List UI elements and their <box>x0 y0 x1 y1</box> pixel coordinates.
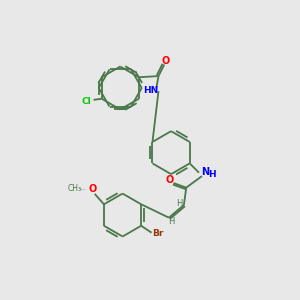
Text: CH₃: CH₃ <box>68 184 82 193</box>
Text: O: O <box>88 184 97 194</box>
Text: H: H <box>208 170 216 179</box>
Text: Br: Br <box>152 230 164 238</box>
Text: Cl: Cl <box>82 97 92 106</box>
Text: O: O <box>161 56 169 66</box>
Text: O: O <box>165 175 173 185</box>
Text: methoxy: methoxy <box>80 189 87 190</box>
Text: HN: HN <box>143 86 159 95</box>
Text: H: H <box>176 199 182 208</box>
Text: N: N <box>201 167 209 177</box>
Text: H: H <box>168 217 174 226</box>
